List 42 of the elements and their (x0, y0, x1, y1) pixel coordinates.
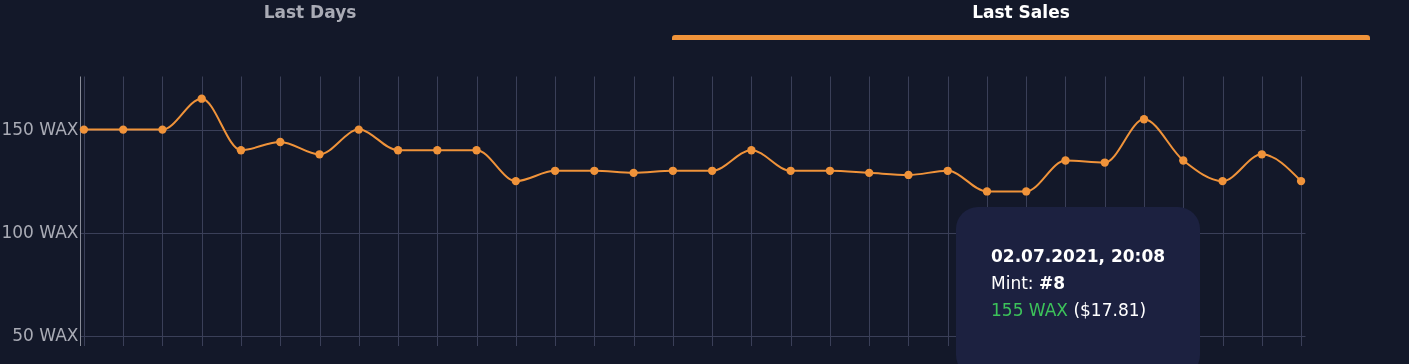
point (1179, 156, 1188, 165)
point (707, 166, 717, 175)
point (825, 166, 835, 175)
point (236, 146, 246, 155)
y-tick-label: 100 WAX (1, 222, 79, 243)
point (1139, 115, 1149, 124)
point (629, 168, 638, 178)
point (550, 166, 560, 175)
point (197, 94, 206, 103)
point (1061, 156, 1070, 165)
point (865, 168, 874, 178)
point (668, 166, 678, 175)
point (1257, 150, 1266, 159)
point (119, 125, 128, 134)
y-tick-label: 50 WAX (12, 325, 79, 346)
annotation: Mint: (991, 273, 1034, 293)
point (511, 176, 520, 186)
annotation: 02.07.2021, 20:08 (991, 245, 1167, 268)
point (1100, 158, 1109, 167)
point (393, 146, 403, 155)
point (1218, 176, 1227, 186)
text: Last Sales (971, 2, 1071, 22)
point (1022, 187, 1031, 196)
text: Last Days (262, 2, 358, 22)
point (590, 166, 599, 175)
point (79, 125, 89, 134)
point (1296, 176, 1306, 186)
annotation: 155 WAX (991, 300, 1069, 320)
annotation: ($17.81) (1073, 300, 1147, 320)
point (943, 166, 952, 175)
point (315, 150, 324, 159)
point (276, 137, 285, 147)
point (472, 146, 481, 155)
point (904, 170, 913, 180)
point (982, 187, 992, 196)
point (354, 125, 363, 134)
point (433, 146, 442, 155)
point (786, 166, 795, 175)
point (747, 146, 756, 155)
annotation: #8 (1038, 273, 1066, 293)
point (158, 125, 167, 134)
y-tick-label: 150 WAX (1, 119, 79, 140)
